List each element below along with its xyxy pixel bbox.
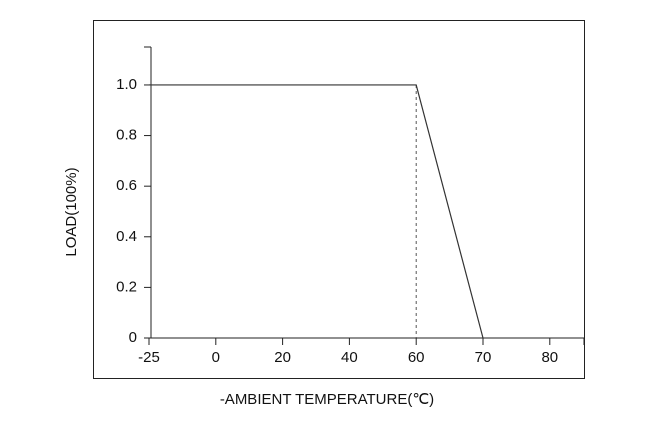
x-tick-label: 20	[274, 349, 291, 366]
x-tick-label: 60	[408, 349, 425, 366]
y-tick-label: 0.6	[116, 177, 137, 194]
x-axis-label: -AMBIENT TEMPERATURE(℃)	[220, 391, 434, 408]
y-tick-label: 0	[129, 329, 137, 346]
x-tick-label: 70	[475, 349, 492, 366]
data-line	[149, 84, 484, 339]
y-tick-label: 1.0	[116, 76, 137, 93]
x-tick-label: 0	[212, 349, 220, 366]
x-tick-label: 40	[341, 349, 358, 366]
x-tick-label: 80	[541, 349, 558, 366]
frame	[93, 20, 585, 379]
y-tick-label: 0.8	[116, 127, 137, 144]
x-tick-label: -25	[138, 349, 160, 366]
y-tick-label: 0.4	[116, 228, 137, 245]
y-tick-label: 0.2	[116, 278, 137, 295]
y-axis-label: LOAD(100%)	[63, 167, 80, 256]
